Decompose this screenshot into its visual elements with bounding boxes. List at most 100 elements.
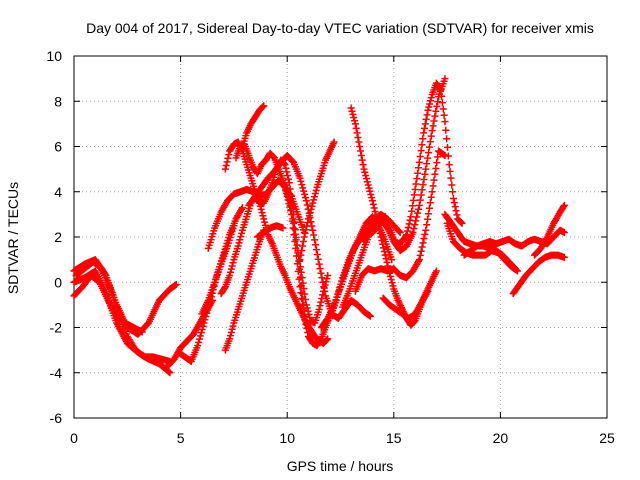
data-point: [221, 284, 229, 292]
data-point: [330, 138, 338, 146]
x-tick-label: 5: [177, 430, 185, 446]
data-point: [283, 168, 291, 176]
data-point: [226, 268, 234, 276]
series-track-21: [351, 147, 449, 295]
data-point: [396, 228, 404, 236]
data-point: [426, 100, 434, 108]
data-point: [377, 233, 385, 241]
data-point: [387, 276, 395, 284]
data-point: [199, 322, 207, 330]
data-point: [290, 225, 298, 233]
data-point: [238, 229, 246, 237]
data-point: [355, 138, 363, 146]
data-point: [440, 111, 448, 119]
data-point: [356, 143, 364, 150]
data-point: [304, 219, 312, 227]
data-point: [560, 253, 568, 261]
data-point: [560, 203, 568, 211]
data-point: [338, 277, 346, 285]
data-point: [196, 332, 204, 340]
data-point: [415, 201, 423, 209]
x-axis-label: GPS time / hours: [287, 458, 394, 474]
data-point: [416, 251, 424, 259]
data-point: [166, 369, 174, 377]
data-point: [312, 241, 320, 249]
data-point: [318, 274, 326, 282]
data-point: [284, 171, 292, 179]
data-point: [424, 287, 432, 295]
data-point: [281, 161, 289, 169]
data-point: [194, 342, 202, 350]
data-point: [357, 152, 365, 160]
data-point: [366, 187, 374, 195]
series-track-13: [217, 192, 332, 347]
data-point: [228, 325, 236, 333]
data-point: [421, 170, 429, 178]
data-point: [222, 162, 230, 170]
data-point: [424, 106, 432, 114]
data-point: [226, 335, 234, 343]
data-point: [447, 174, 455, 182]
data-point: [430, 117, 438, 125]
data-point: [227, 265, 235, 273]
data-point: [296, 283, 304, 291]
data-point: [413, 175, 421, 183]
series-track-15: [253, 222, 287, 241]
data-point: [422, 115, 430, 123]
data-point: [306, 209, 314, 217]
data-point: [195, 335, 203, 343]
data-point: [422, 165, 430, 173]
data-point: [319, 291, 327, 299]
data-point: [424, 215, 432, 223]
data-point: [380, 244, 388, 252]
data-point: [297, 177, 305, 185]
data-point: [358, 156, 366, 164]
data-point: [298, 181, 306, 189]
data-point: [281, 181, 289, 189]
data-point: [299, 238, 307, 246]
data-point: [409, 202, 417, 210]
data-point: [363, 178, 371, 186]
data-point: [418, 141, 426, 149]
data-point: [389, 282, 397, 290]
data-point: [200, 319, 208, 327]
data-point: [300, 285, 308, 293]
data-point: [433, 159, 441, 167]
data-point: [306, 314, 314, 322]
data-point: [280, 180, 288, 188]
data-point: [308, 202, 316, 210]
series-track-07: [198, 222, 238, 318]
data-point: [360, 165, 368, 173]
data-point: [357, 147, 365, 155]
data-point: [165, 368, 173, 376]
data-point: [425, 149, 433, 157]
data-point: [457, 219, 465, 227]
x-tick-label: 15: [386, 430, 402, 446]
data-point: [426, 97, 434, 105]
data-point: [230, 222, 238, 230]
series-track-17: [296, 138, 338, 264]
data-point: [430, 176, 438, 184]
data-point: [376, 229, 384, 237]
data-point: [172, 281, 180, 289]
data-point: [351, 120, 359, 128]
data-point: [382, 255, 390, 263]
data-point: [298, 295, 306, 303]
data-point: [322, 278, 330, 286]
series-track-12: [238, 102, 268, 150]
data-point: [349, 110, 357, 118]
data-point: [420, 129, 428, 137]
data-point: [428, 127, 436, 135]
data-point: [302, 226, 310, 234]
series-track-20: [347, 104, 440, 329]
data-point: [315, 260, 323, 268]
data-point: [427, 132, 435, 140]
data-point: [367, 190, 375, 198]
data-point: [414, 169, 422, 177]
data-point: [318, 295, 326, 303]
data-point: [234, 242, 242, 250]
data-point: [419, 239, 427, 247]
data-point: [380, 247, 388, 255]
data-point: [361, 168, 369, 176]
